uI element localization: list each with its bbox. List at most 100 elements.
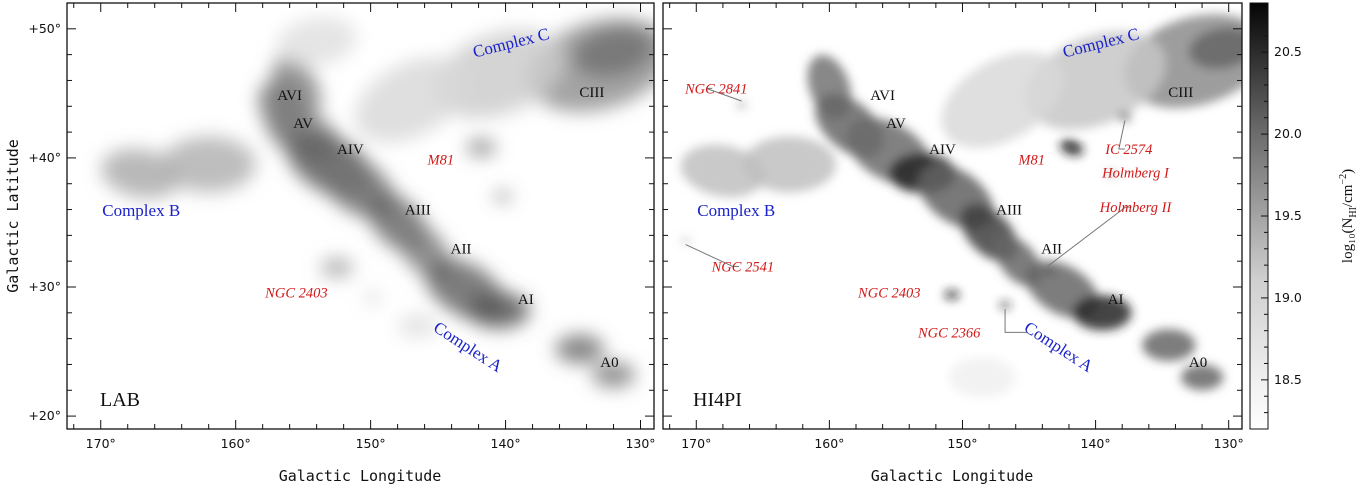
emission-blob-17: [276, 17, 357, 67]
emission-blob-21: [320, 258, 354, 278]
colorbar-tick-label: 18.5: [1274, 372, 1302, 387]
emission-blob-3: [354, 57, 468, 143]
emission-blob-3: [941, 51, 1064, 148]
label-complex-b: Complex B: [102, 201, 180, 220]
emission-blob-17: [1060, 139, 1084, 156]
leader-lines-hi4pi: [685, 87, 1132, 333]
x-tick-label: 130°: [1214, 436, 1244, 451]
colorbar-tick-label: 19.0: [1274, 290, 1302, 305]
y-axis-title: Galactic Latitude: [4, 139, 22, 293]
leader-line-ngc-2541: [685, 244, 739, 268]
label-ngc-2403: NGC 2403: [264, 285, 327, 301]
axis-ticks-hi4pi: 170° 160° 150° 140° 130°: [663, 2, 1244, 451]
panel-lab: 170° 160° 150° 140° 130° +50° +40° +30° +20° Com…: [28, 2, 656, 451]
leader-line-ic-2574: [1118, 120, 1126, 150]
label-ngc-2541: NGC 2541: [711, 260, 774, 276]
label-aiii: AIII: [996, 203, 1022, 219]
colorbar-ticks: 20.5 20.0 19.5 19.0 18.5: [1261, 18, 1302, 414]
x-tick-label: 150°: [947, 436, 977, 451]
y-tick-label: +30°: [28, 279, 61, 294]
emission-blob-22: [999, 301, 1011, 309]
emission-blob-20: [366, 293, 381, 302]
x-axis-title-lab: Galactic Longitude: [279, 467, 442, 485]
x-tick-label: 170°: [86, 436, 116, 451]
label-holmberg-ii: Holmberg II: [1099, 200, 1173, 216]
label-ngc-2403: NGC 2403: [857, 285, 920, 301]
plot-frame-hi4pi: [662, 2, 1243, 430]
emission-blob-19: [1118, 112, 1131, 121]
label-aiii: AIII: [405, 203, 431, 219]
emission-blob-20: [737, 102, 746, 108]
emission-map-lab: [101, 17, 654, 388]
label-aii: AII: [1041, 241, 1062, 257]
leader-line-holmberg-ii: [1047, 206, 1132, 267]
emission-blob-15: [101, 148, 182, 199]
y-tick-label: +20°: [28, 408, 61, 423]
colorbar-tick-label: 20.0: [1274, 126, 1302, 141]
label-ngc-2366: NGC 2366: [917, 325, 981, 341]
label-m81: M81: [1017, 152, 1045, 168]
colorbar-label: log₁₀(NHI/cm−2): [1338, 169, 1359, 263]
x-tick-label: 160°: [221, 436, 251, 451]
plot-frame-lab: [66, 2, 655, 430]
label-ai: AI: [518, 292, 534, 308]
y-tick-label: +50°: [28, 21, 61, 36]
label-m81: M81: [426, 152, 454, 168]
emission-blob-15: [680, 144, 766, 198]
emission-map-hi4pi: [680, 14, 1242, 398]
label-avi: AVI: [870, 88, 895, 104]
label-ciii: CIII: [579, 85, 604, 101]
label-a0: A0: [1189, 355, 1207, 371]
label-av: AV: [293, 116, 313, 132]
emission-blob-19: [494, 191, 511, 202]
label-holmberg-i: Holmberg I: [1101, 165, 1170, 181]
label-ai: AI: [1108, 292, 1124, 308]
colorbar-tick-label: 20.5: [1274, 44, 1302, 59]
label-aiv: AIV: [337, 142, 364, 158]
label-av: AV: [886, 116, 906, 132]
panel-label-hi4pi: HI4PI: [693, 389, 742, 411]
emission-blob-13: [1142, 329, 1196, 362]
label-ngc-2841: NGC 2841: [684, 81, 747, 97]
emission-blob-23: [1043, 268, 1055, 275]
x-tick-label: 140°: [491, 436, 521, 451]
emission-blob-13: [555, 334, 605, 364]
x-tick-label: 140°: [1081, 436, 1111, 451]
label-complex-b: Complex B: [697, 201, 775, 220]
emission-blob-2: [433, 29, 564, 119]
emission-blob-12: [1072, 295, 1132, 331]
x-tick-label: 130°: [625, 436, 655, 451]
axis-ticks-lab: 170° 160° 150° 140° 130° +50° +40° +30° +20°: [28, 2, 656, 451]
label-avi: AVI: [277, 88, 302, 104]
emission-blob-24: [682, 238, 689, 243]
emission-blob-14: [1180, 364, 1224, 391]
leader-line-ngc-2841: [706, 87, 742, 102]
emission-blob-16: [742, 136, 837, 193]
x-tick-label: 150°: [356, 436, 386, 451]
colorbar-tick-label: 19.5: [1274, 208, 1302, 223]
x-axis-title-hi4pi: Galactic Longitude: [871, 467, 1034, 485]
emission-blob-1: [573, 27, 654, 78]
x-tick-label: 170°: [681, 436, 711, 451]
emission-blob-14: [591, 361, 636, 388]
emission-blob-2: [1025, 31, 1166, 130]
x-tick-label: 160°: [814, 436, 844, 451]
label-ic-2574: IC 2574: [1104, 142, 1152, 158]
y-tick-label: +40°: [28, 150, 61, 165]
emission-blob-22: [397, 313, 439, 338]
emission-blob-1: [1189, 27, 1242, 69]
emission-blob-21: [944, 290, 960, 300]
panel-label-lab: LAB: [100, 389, 140, 411]
label-aii: AII: [451, 241, 472, 257]
leader-line-ngc-2366: [1004, 309, 1028, 333]
emission-blob-25: [949, 357, 1016, 398]
label-a0: A0: [600, 355, 618, 371]
label-ciii: CIII: [1168, 85, 1193, 101]
label-aiv: AIV: [929, 142, 956, 158]
emission-blob-12: [467, 291, 530, 329]
emission-blob-16: [161, 136, 256, 193]
emission-blob-18: [466, 138, 497, 157]
colorbar: 20.5 20.0 19.5 19.0 18.5 log₁₀(NHI/cm−2): [1249, 2, 1359, 430]
